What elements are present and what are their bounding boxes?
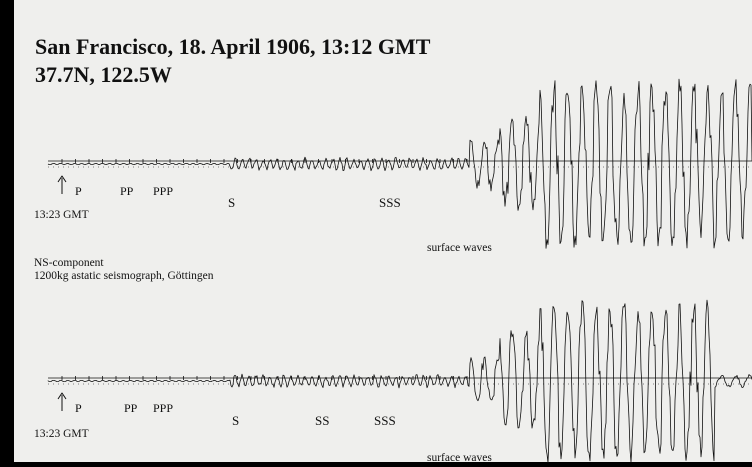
- lower-phase-pp: PP: [124, 401, 138, 415]
- event-title-line: San Francisco, 18. April 1906, 13:12 GMT: [35, 34, 431, 59]
- upper-phase-s: S: [228, 195, 236, 210]
- lower-trace-onset-arrow-head: [57, 392, 67, 400]
- upper-phase-sss: SSS: [379, 195, 401, 210]
- lower-time-label: 13:23 GMT: [34, 428, 89, 440]
- instrument-component-label: NS-component: [34, 257, 104, 269]
- upper-surface-waves-label: surface waves: [427, 242, 492, 254]
- instrument-seismograph-label: 1200kg astatic seismograph, Göttingen: [34, 270, 214, 282]
- lower-trace-waveform: [47, 299, 752, 464]
- upper-phase-ppp: PPP: [153, 184, 174, 198]
- lower-phase-sss: SSS: [374, 413, 396, 428]
- event-coordinates-line: 37.7N, 122.5W: [35, 62, 172, 87]
- upper-phase-pp: PP: [120, 184, 134, 198]
- seismogram-paper: [14, 0, 752, 462]
- upper-time-label: 13:23 GMT: [34, 209, 89, 221]
- lower-surface-waves-label: surface waves: [427, 452, 492, 464]
- lower-phase-s: S: [232, 413, 240, 428]
- upper-trace-onset-arrow-head: [57, 175, 67, 183]
- lower-phase-ppp: PPP: [153, 401, 174, 415]
- lower-phase-p: P: [75, 401, 82, 415]
- bottom-border-strip: [0, 462, 752, 467]
- upper-trace-waveform: [47, 78, 752, 249]
- upper-phase-p: P: [75, 184, 82, 198]
- lower-phase-ss: SS: [315, 413, 330, 428]
